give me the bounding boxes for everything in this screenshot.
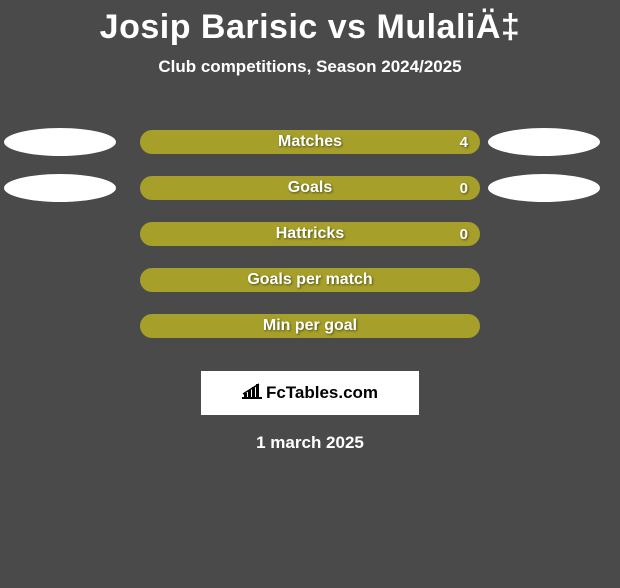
ellipse-left <box>4 128 116 156</box>
stat-row: Goals 0 <box>0 165 620 211</box>
stat-label: Hattricks <box>276 225 344 243</box>
date-text: 1 march 2025 <box>0 433 620 453</box>
page-title: Josip Barisic vs MulaliÄ‡ <box>0 8 620 47</box>
ellipse-right <box>488 128 600 156</box>
stat-label: Min per goal <box>263 317 357 335</box>
stat-bar: Min per goal <box>140 314 480 338</box>
stat-bar: Hattricks 0 <box>140 222 480 246</box>
ellipse-left <box>4 174 116 202</box>
stat-row: Min per goal <box>0 303 620 349</box>
stat-rows: Matches 4 Goals 0 Hattricks 0 Goals per match M… <box>0 119 620 349</box>
stat-value: 4 <box>460 134 468 151</box>
stat-value: 0 <box>460 180 468 197</box>
stat-bar: Goals per match <box>140 268 480 292</box>
ellipse-right <box>488 174 600 202</box>
stat-row: Hattricks 0 <box>0 211 620 257</box>
chart-icon <box>242 383 262 404</box>
stat-label: Matches <box>278 133 342 151</box>
logo: FcTables.com <box>242 383 378 404</box>
stat-row: Matches 4 <box>0 119 620 165</box>
stat-label: Goals <box>288 179 332 197</box>
stat-row: Goals per match <box>0 257 620 303</box>
page-subtitle: Club competitions, Season 2024/2025 <box>0 57 620 77</box>
stat-label: Goals per match <box>247 271 372 289</box>
stat-bar: Goals 0 <box>140 176 480 200</box>
stat-value: 0 <box>460 226 468 243</box>
logo-text: FcTables.com <box>266 383 378 403</box>
logo-box: FcTables.com <box>201 371 419 415</box>
stat-bar: Matches 4 <box>140 130 480 154</box>
